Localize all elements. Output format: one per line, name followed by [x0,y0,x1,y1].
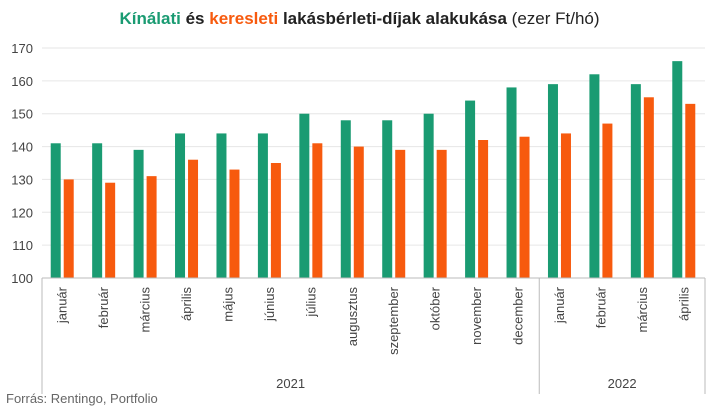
title-and: és [180,9,210,28]
x-tick-label: január [552,286,567,324]
title-main: lakásbérleti-díjak alakukása [278,9,507,28]
x-tick-label: április [179,287,194,321]
demand-bar [560,133,571,278]
demand-bar [436,149,447,278]
offer-bar [340,120,351,279]
offer-bar [92,143,103,278]
offer-bar [589,74,600,279]
title-demand: keresleti [209,9,279,28]
demand-bar [312,143,323,278]
title-offer: Kínálati [119,9,181,28]
demand-bar [63,179,74,278]
offer-bar [382,120,393,279]
demand-bar [478,140,489,278]
y-tick-label: 110 [12,238,33,253]
x-tick-label: november [469,286,484,344]
offer-bar [175,133,186,278]
x-tick-label: április [676,287,691,321]
demand-bar [146,176,157,278]
offer-bar [216,133,227,278]
demand-bar [229,169,240,278]
offer-bar [506,87,517,278]
y-tick-label: 120 [11,205,33,220]
offer-bar [672,61,683,279]
x-tick-label: március [138,287,153,333]
x-tick-label: február [96,286,111,328]
source-note: Forrás: Rentingo, Portfolio [6,391,158,406]
offer-bar [630,84,641,279]
offer-bar [50,143,61,278]
demand-bar [519,136,530,278]
x-tick-label: március [635,287,650,333]
offer-bar [423,113,434,278]
y-tick-label: 160 [11,74,33,89]
demand-bar [188,159,199,278]
demand-bar [270,163,281,278]
demand-bar [685,103,696,278]
y-tick-label: 150 [11,107,33,122]
y-tick-label: 170 [11,41,33,56]
offer-bar [133,149,144,278]
title-unit: (ezer Ft/hó) [506,9,600,28]
demand-bar [395,149,406,278]
offer-bar [465,100,476,278]
x-tick-label: május [220,287,235,322]
x-tick-label: július [303,287,318,318]
chart-title: Kínálati és keresleti lakásbérleti-díjak… [0,9,719,29]
x-tick-label: február [593,286,608,328]
demand-bar [353,146,364,278]
x-tick-label: augusztus [345,287,360,347]
x-tick-label: szeptember [386,286,401,355]
offer-bar [257,133,268,278]
year-label: 2021 [276,376,305,391]
y-tick-label: 100 [11,271,33,286]
y-tick-label: 140 [11,140,33,155]
x-tick-label: január [55,286,70,324]
x-tick-label: december [511,286,526,344]
x-tick-label: október [428,286,443,330]
offer-bar [547,84,558,279]
x-tick-label: június [262,287,277,322]
y-tick-label: 130 [11,172,33,187]
demand-bar [643,97,654,279]
demand-bar [602,123,613,278]
demand-bar [105,182,116,278]
year-label: 2022 [608,376,637,391]
offer-bar [299,113,310,278]
